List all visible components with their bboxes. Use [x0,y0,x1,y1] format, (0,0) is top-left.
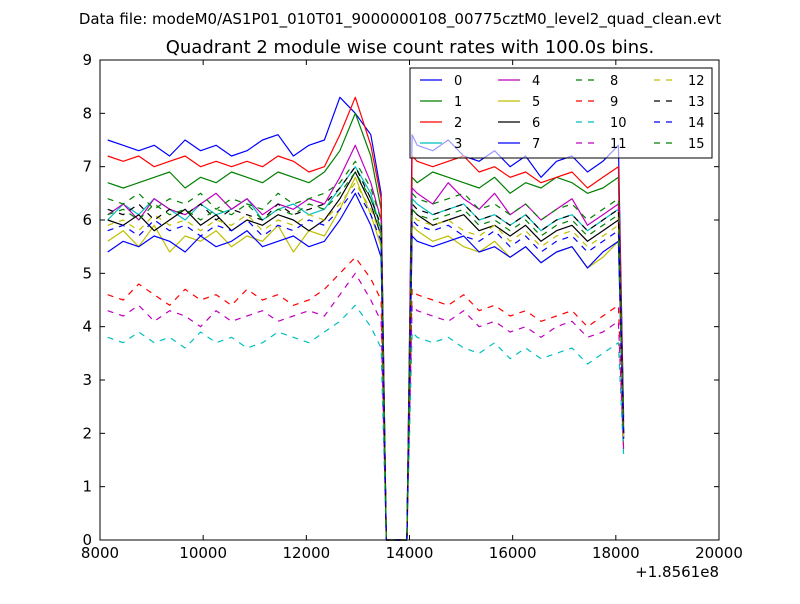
x-tick-label: 12000 [282,544,330,562]
series-line-11 [107,272,625,541]
legend-label-5: 5 [532,95,540,110]
series-line-9 [107,256,625,541]
legend-label-9: 9 [610,95,618,110]
y-tick-label: 6 [82,211,92,229]
series-layer [107,96,625,541]
y-tick-label: 1 [82,478,92,496]
x-tick-label: 16000 [489,544,537,562]
legend-label-14: 14 [688,116,705,131]
y-tick-label: 7 [82,158,92,176]
x-tick-label: 8000 [81,544,119,562]
suptitle: Data file: modeM0/AS1P01_010T01_90000001… [79,10,721,29]
y-tick-label: 8 [82,104,92,122]
legend-label-8: 8 [610,74,618,89]
legend-label-13: 13 [688,95,705,110]
series-line-10 [107,304,625,541]
legend-label-2: 2 [454,116,462,131]
y-tick-label: 3 [82,371,92,389]
x-tick-label: 20000 [695,544,743,562]
legend-label-12: 12 [688,74,705,89]
legend-label-7: 7 [532,137,540,152]
legend-label-1: 1 [454,95,462,110]
y-tick-label: 4 [82,318,92,336]
legend-label-6: 6 [532,116,540,131]
legend-box [409,67,713,159]
x-tick-label: 14000 [386,544,434,562]
y-tick-label: 5 [82,264,92,282]
chart-title: Quadrant 2 module wise count rates with … [166,37,655,58]
axis-layer: 8000 10000 12000 14000 16000 18000 20000012345… [81,51,743,562]
legend-label-10: 10 [610,116,627,131]
y-tick-label: 0 [82,531,92,549]
x-tick-label: 18000 [592,544,640,562]
legend-label-0: 0 [454,74,462,89]
legend-label-11: 11 [610,137,627,152]
legend-label-3: 3 [454,137,462,152]
legend-label-4: 4 [532,74,540,89]
x-offset-label: +1.8561e8 [635,563,719,581]
y-tick-label: 9 [82,51,92,69]
y-tick-label: 2 [82,424,92,442]
x-tick-label: 10000 [179,544,227,562]
legend-label-15: 15 [688,137,705,152]
